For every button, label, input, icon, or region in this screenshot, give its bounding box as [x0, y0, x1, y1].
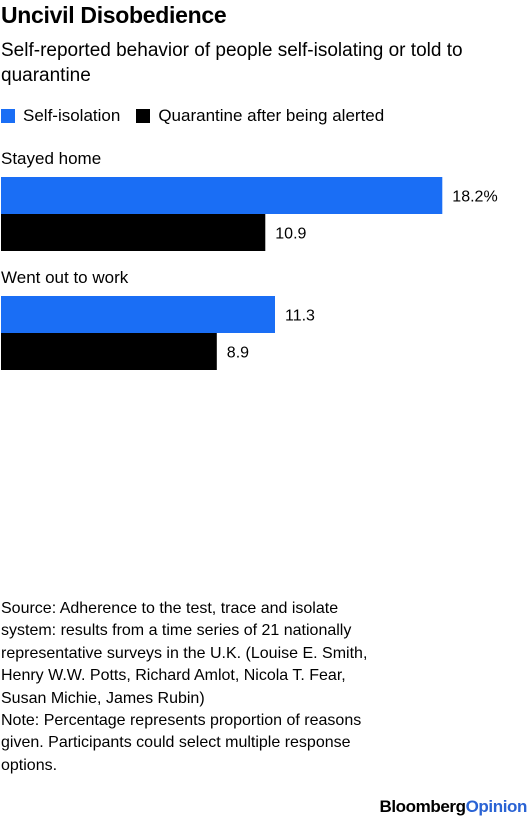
category-label-stayed-home: Stayed home — [1, 149, 101, 168]
value-label-went-out-to-work-quarantine: 8.9 — [227, 345, 249, 362]
logo-bloomberg: Bloomberg — [379, 797, 466, 816]
legend-swatch-self-isolation — [1, 109, 15, 123]
bar-stayed-home-self-isolation — [1, 177, 443, 214]
bar-went-out-to-work-quarantine — [1, 333, 217, 370]
legend-label-self-isolation: Self-isolation — [23, 106, 121, 125]
source-text: Source: Adherence to the test, trace and… — [1, 600, 368, 707]
bar-went-out-to-work-self-isolation — [1, 296, 275, 333]
note-text: Note: Percentage represents proportion o… — [1, 712, 362, 774]
bar-stayed-home-quarantine — [1, 214, 266, 251]
legend-swatch-quarantine — [136, 109, 151, 123]
legend: Self-isolation Quarantine after being al… — [1, 106, 400, 126]
legend-label-quarantine: Quarantine after being alerted — [158, 106, 385, 125]
chart-subtitle: Self-reported behavior of people self-is… — [1, 40, 463, 86]
legend-item-quarantine: Quarantine after being alerted — [136, 106, 384, 126]
logo-opinion: Opinion — [465, 797, 528, 816]
category-label-went-out-to-work: Went out to work — [1, 268, 129, 287]
value-label-stayed-home-quarantine: 10.9 — [275, 226, 306, 243]
bloomberg-opinion-logo: BloombergOpinion — [379, 797, 527, 817]
legend-item-self-isolation: Self-isolation — [1, 106, 120, 126]
value-label-went-out-to-work-self-isolation: 11.3 — [285, 308, 315, 325]
bar-chart: Stayed home 18.2% 10.9 Went out to work 11.3… — [1, 149, 498, 370]
value-label-stayed-home-self-isolation: 18.2% — [452, 189, 497, 206]
chart-title: Uncivil Disobedience — [1, 2, 227, 28]
source-note: Source: Adherence to the test, trace and… — [1, 598, 371, 777]
